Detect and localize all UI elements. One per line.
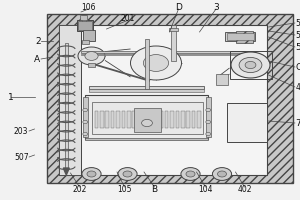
Bar	[64, 43, 68, 169]
Circle shape	[83, 120, 88, 124]
Circle shape	[123, 171, 132, 177]
Bar	[169, 28, 178, 31]
Bar	[226, 103, 267, 142]
Circle shape	[78, 47, 105, 65]
Bar	[143, 111, 147, 128]
Bar	[225, 32, 255, 41]
Circle shape	[239, 57, 262, 73]
Bar	[154, 111, 158, 128]
Circle shape	[142, 119, 152, 127]
Bar	[186, 111, 190, 128]
Text: 201: 201	[120, 14, 135, 23]
Bar	[165, 111, 168, 128]
Bar	[192, 111, 195, 128]
Bar	[58, 25, 267, 175]
Text: C: C	[296, 62, 300, 72]
Text: D: D	[175, 2, 182, 11]
Bar	[181, 111, 184, 128]
Bar	[82, 15, 85, 25]
Bar	[88, 89, 204, 92]
Circle shape	[206, 108, 211, 112]
Circle shape	[85, 52, 98, 60]
Text: 503: 503	[296, 19, 300, 27]
Bar	[116, 111, 120, 128]
Polygon shape	[63, 168, 69, 175]
Bar	[88, 86, 204, 89]
Text: 105: 105	[117, 184, 132, 194]
Circle shape	[206, 120, 211, 124]
Circle shape	[83, 108, 88, 112]
Text: 402: 402	[237, 184, 252, 194]
Circle shape	[212, 168, 232, 180]
Bar	[46, 14, 292, 183]
Circle shape	[130, 46, 182, 80]
Bar	[170, 111, 174, 128]
Text: 203: 203	[14, 127, 28, 136]
Bar	[82, 40, 89, 44]
Text: 106: 106	[81, 2, 96, 11]
Bar	[176, 111, 179, 128]
Text: 2: 2	[35, 36, 41, 46]
Bar	[82, 30, 94, 41]
Bar	[85, 95, 208, 139]
Bar	[88, 63, 95, 67]
Text: 502: 502	[296, 30, 300, 40]
Circle shape	[87, 171, 96, 177]
Text: 1: 1	[8, 92, 14, 102]
Bar	[80, 15, 87, 20]
Bar	[148, 111, 152, 128]
Circle shape	[245, 61, 256, 69]
Bar	[81, 51, 244, 53]
Bar	[100, 111, 103, 128]
Text: A: A	[34, 54, 40, 64]
Bar	[105, 111, 109, 128]
Text: 5: 5	[296, 43, 300, 51]
Bar	[127, 111, 130, 128]
Bar	[171, 25, 176, 61]
Circle shape	[143, 55, 169, 71]
Circle shape	[83, 132, 88, 136]
Circle shape	[82, 168, 101, 180]
Text: 7: 7	[296, 118, 300, 128]
Bar	[145, 39, 149, 89]
Bar	[94, 111, 98, 128]
Bar	[92, 102, 202, 134]
Bar	[159, 111, 163, 128]
Bar	[122, 111, 125, 128]
Bar	[85, 138, 208, 140]
Bar	[134, 108, 160, 132]
Bar	[81, 54, 244, 55]
Circle shape	[118, 168, 137, 180]
Circle shape	[181, 168, 200, 180]
Bar	[82, 97, 88, 137]
Text: B: B	[152, 184, 158, 194]
Text: 410: 410	[296, 83, 300, 92]
Circle shape	[231, 52, 270, 78]
Bar	[197, 111, 201, 128]
Bar	[76, 20, 93, 31]
Bar	[58, 25, 81, 175]
Bar	[132, 111, 136, 128]
Circle shape	[218, 171, 226, 177]
Bar	[236, 31, 253, 43]
Bar	[138, 111, 141, 128]
Circle shape	[206, 132, 211, 136]
Bar	[111, 111, 114, 128]
Text: 104: 104	[198, 184, 213, 194]
Bar	[226, 33, 254, 40]
Bar	[206, 97, 211, 137]
Text: 3: 3	[213, 2, 219, 11]
Bar	[216, 74, 228, 85]
Circle shape	[186, 171, 195, 177]
Bar	[78, 21, 92, 30]
Text: 507: 507	[14, 152, 28, 162]
Text: 202: 202	[72, 184, 87, 194]
Bar	[230, 51, 272, 79]
